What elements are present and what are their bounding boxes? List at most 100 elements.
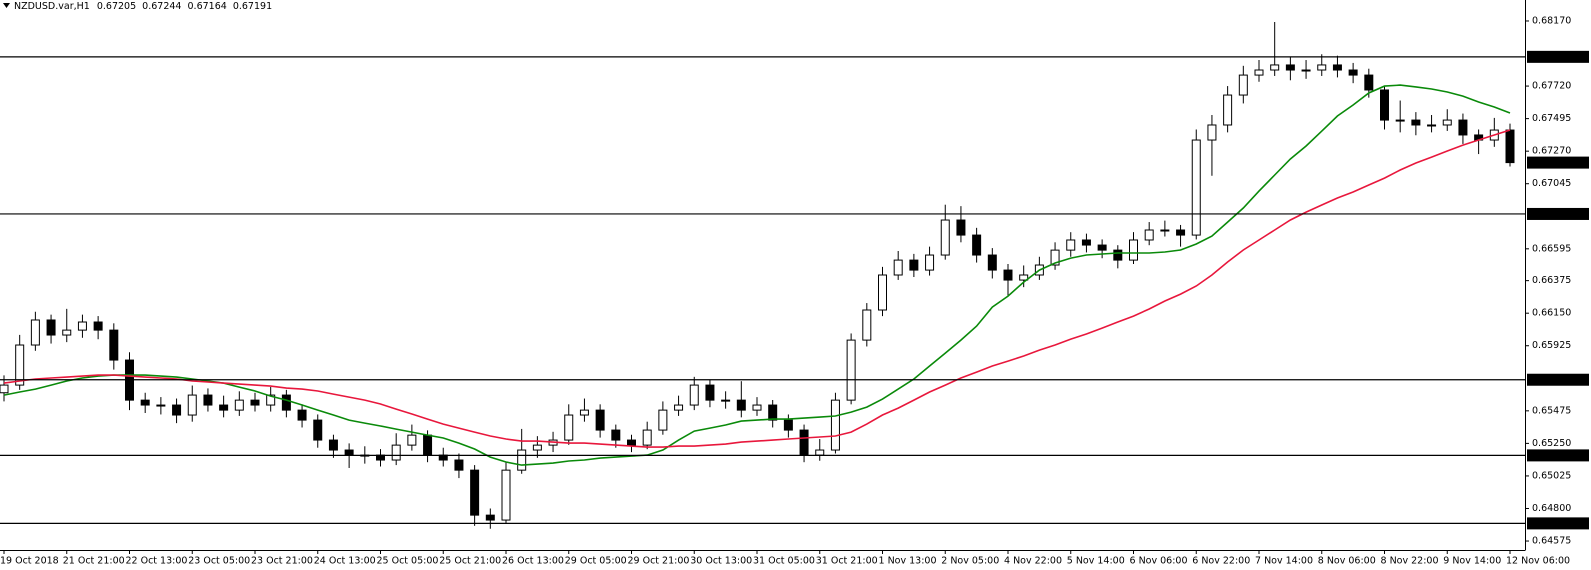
candle-body <box>219 404 229 411</box>
candle-body <box>642 429 652 446</box>
x-tick-label: 19 Oct 2018 <box>0 556 59 567</box>
candle-body <box>1427 124 1437 127</box>
quote-open: 0.67205 <box>97 1 136 12</box>
candle-body <box>783 419 793 431</box>
candle-body <box>705 384 715 401</box>
candle-body <box>1380 89 1389 121</box>
candle-body <box>30 319 40 346</box>
level-label: 0.65167 <box>1532 450 1571 461</box>
x-tick-label: 22 Oct 13:00 <box>126 556 188 567</box>
candle-body <box>423 434 433 456</box>
candle-body <box>1003 269 1013 281</box>
x-tick-label: 6 Nov 06:00 <box>1130 556 1188 567</box>
candle-body <box>1348 69 1358 76</box>
candle-body <box>721 399 731 402</box>
candle-body <box>1270 64 1280 71</box>
price-box-label: 0.67191 <box>1532 157 1571 168</box>
candle-body <box>187 394 197 416</box>
quote-high: 0.67244 <box>142 1 181 12</box>
candle-body <box>1238 74 1248 96</box>
x-tick-label: 21 Oct 21:00 <box>63 556 125 567</box>
candle-body <box>768 404 778 421</box>
candle-body <box>15 344 25 386</box>
candle-body <box>1113 249 1123 261</box>
candle-body <box>1207 124 1217 141</box>
x-tick-label: 5 Nov 14:00 <box>1067 556 1125 567</box>
candle-body <box>972 234 982 256</box>
x-tick-label: 29 Oct 21:00 <box>628 556 690 567</box>
candle-body <box>893 259 903 276</box>
moving-average <box>3 129 1511 448</box>
level-label: 0.67922 <box>1532 51 1571 62</box>
level-label: 0.65690 <box>1532 374 1571 385</box>
level-label-box <box>1527 50 1589 63</box>
candle-body <box>815 449 825 456</box>
candle-body <box>1019 274 1029 281</box>
y-tick-label: 0.65925 <box>1532 340 1571 351</box>
candle-body <box>1458 119 1468 136</box>
moving-average <box>3 84 1511 466</box>
y-tick-label: 0.65025 <box>1532 470 1571 481</box>
candle-body <box>172 404 182 416</box>
candle-body <box>689 384 699 406</box>
candle-body <box>297 409 307 421</box>
y-tick-label: 0.65250 <box>1532 438 1571 449</box>
candle-body <box>156 404 166 407</box>
candle-body <box>1505 129 1515 164</box>
candle-body <box>799 429 809 456</box>
candle-body <box>1081 239 1091 246</box>
x-tick-label: 31 Oct 21:00 <box>816 556 878 567</box>
candle-body <box>830 399 840 451</box>
x-tick-label: 8 Nov 22:00 <box>1381 556 1439 567</box>
candle-body <box>470 469 480 516</box>
x-tick-label: 4 Nov 22:00 <box>1004 556 1062 567</box>
candle-body <box>281 394 291 411</box>
candle-body <box>846 339 856 401</box>
price-box <box>1527 156 1589 169</box>
level-label: 0.66836 <box>1532 208 1571 219</box>
x-tick-label: 30 Oct 13:00 <box>690 556 752 567</box>
candle-body <box>77 321 87 331</box>
candle-body <box>140 399 150 406</box>
candle-body <box>93 321 103 331</box>
candle-body <box>1144 229 1154 241</box>
candle-body <box>611 429 621 441</box>
y-tick-label: 0.64800 <box>1532 503 1571 514</box>
candle-body <box>627 439 636 446</box>
candle-body <box>501 469 511 521</box>
y-tick-label: 0.68170 <box>1532 15 1571 26</box>
candle-body <box>1364 74 1374 91</box>
x-tick-label: 2 Nov 05:00 <box>941 556 999 567</box>
candle-body <box>1301 69 1311 72</box>
candle-body <box>391 444 401 461</box>
candle-body <box>0 384 9 394</box>
candle-body <box>1254 69 1264 76</box>
candle-body <box>532 444 542 451</box>
chart-header: NZDUSD.var,H1 0.67205 0.67244 0.67164 0.… <box>14 1 272 12</box>
candle-body <box>1442 119 1452 126</box>
candle-body <box>736 399 746 411</box>
quote-low: 0.67164 <box>188 1 227 12</box>
x-tick-label: 6 Nov 22:00 <box>1192 556 1250 567</box>
quote-close: 0.67191 <box>233 1 272 12</box>
candle-body <box>517 449 527 471</box>
candle-body <box>234 399 244 411</box>
level-label: 0.64697 <box>1532 518 1571 529</box>
x-tick-label: 24 Oct 13:00 <box>314 556 376 567</box>
y-tick-label: 0.67045 <box>1532 178 1571 189</box>
candle-body <box>1160 229 1170 232</box>
x-tick-label: 23 Oct 21:00 <box>251 556 313 567</box>
level-label-box <box>1527 207 1589 220</box>
y-tick-label: 0.67720 <box>1532 81 1571 92</box>
candle-body <box>485 514 495 521</box>
candle-body <box>674 404 684 411</box>
candle-body <box>579 409 589 416</box>
menu-triangle[interactable] <box>3 3 10 8</box>
x-tick-label: 1 Nov 13:00 <box>879 556 937 567</box>
candle-body <box>266 394 276 406</box>
candle-body <box>1285 64 1295 71</box>
candle-body <box>1411 119 1421 126</box>
x-tick-label: 9 Nov 14:00 <box>1443 556 1501 567</box>
candle-body <box>909 259 919 271</box>
